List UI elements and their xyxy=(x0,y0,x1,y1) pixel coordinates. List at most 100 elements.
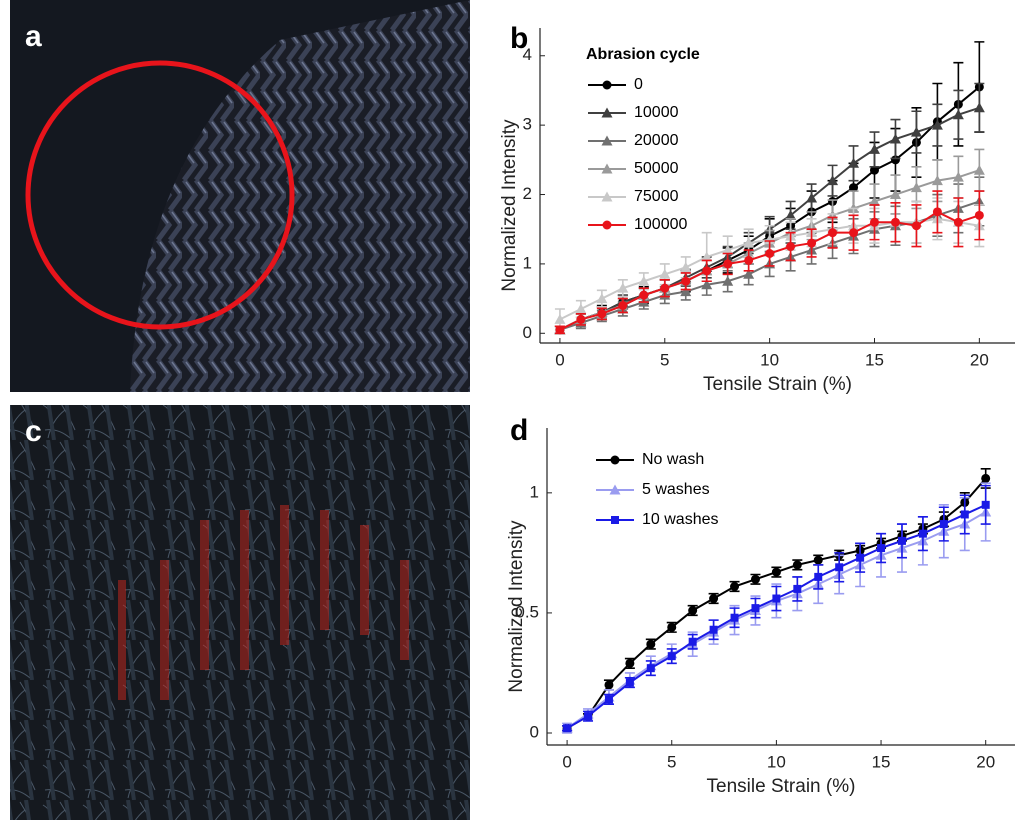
y-tick-label: 1 xyxy=(523,253,532,272)
marker xyxy=(743,268,755,279)
marker xyxy=(806,192,818,203)
x-tick-label: 5 xyxy=(667,752,676,771)
marker xyxy=(601,107,613,118)
y-tick-label: 1 xyxy=(530,482,539,501)
marker xyxy=(667,622,677,632)
marker xyxy=(869,165,879,175)
marker xyxy=(973,102,985,113)
x-tick-label: 10 xyxy=(760,350,779,369)
marker xyxy=(584,712,593,721)
marker xyxy=(828,228,838,238)
marker xyxy=(849,183,859,193)
legend-label: 0 xyxy=(634,76,643,93)
y-tick-label: 0.5 xyxy=(515,602,539,621)
marker xyxy=(931,175,943,186)
marker xyxy=(646,639,656,649)
marker xyxy=(659,268,671,279)
marker xyxy=(932,207,942,217)
y-tick-label: 0 xyxy=(523,323,532,342)
marker xyxy=(722,275,734,286)
marker xyxy=(952,171,964,182)
x-tick-label: 15 xyxy=(872,752,891,771)
marker xyxy=(750,574,760,584)
marker xyxy=(813,555,823,565)
marker xyxy=(974,210,984,220)
marker xyxy=(618,301,628,311)
marker xyxy=(597,309,607,319)
legend-label: 50000 xyxy=(634,160,679,177)
marker xyxy=(897,536,906,545)
marker xyxy=(827,175,839,186)
marker xyxy=(877,544,886,553)
chart: d 0 5 10 15 20 0 0.5 1 Tensile Strain (%) Normaliz… xyxy=(506,414,1015,797)
marker xyxy=(730,582,740,591)
marker xyxy=(910,182,922,193)
marker xyxy=(638,275,650,286)
photo-a: a xyxy=(10,0,470,392)
x-tick-label: 15 xyxy=(865,350,884,369)
marker xyxy=(772,594,781,603)
photo-c: c xyxy=(10,405,470,820)
marker xyxy=(709,594,719,604)
marker xyxy=(602,220,612,230)
marker xyxy=(596,293,608,304)
marker xyxy=(576,314,586,324)
x-tick-label: 5 xyxy=(660,350,669,369)
marker xyxy=(807,238,817,248)
marker xyxy=(868,195,880,206)
marker xyxy=(563,724,572,733)
marker xyxy=(617,282,629,293)
marker xyxy=(792,560,802,570)
marker xyxy=(555,325,565,335)
marker xyxy=(723,259,733,269)
chart: b 0 5 10 15 20 0 1 2 3 4 Tensile Strain (%) Normaliz… xyxy=(499,22,1015,395)
marker xyxy=(625,678,634,687)
legend-label: 100000 xyxy=(634,216,687,233)
marker xyxy=(973,164,985,175)
marker xyxy=(890,217,900,227)
marker xyxy=(611,516,619,524)
marker xyxy=(918,529,927,538)
marker xyxy=(953,217,963,227)
marker xyxy=(868,143,880,154)
marker xyxy=(931,119,943,130)
marker xyxy=(601,191,613,202)
marker xyxy=(890,155,900,165)
marker xyxy=(889,189,901,200)
panel-label: c xyxy=(25,415,42,448)
x-tick-label: 20 xyxy=(976,752,995,771)
marker xyxy=(604,695,613,704)
marker xyxy=(680,286,692,297)
marker xyxy=(575,303,587,314)
marker xyxy=(981,473,991,483)
marker xyxy=(601,163,613,174)
x-axis-label: Tensile Strain (%) xyxy=(707,776,856,797)
marker xyxy=(681,276,691,286)
legend-label: 10 washes xyxy=(642,511,719,528)
x-tick-label: 10 xyxy=(767,752,786,771)
marker xyxy=(610,455,620,465)
marker xyxy=(981,500,990,509)
marker xyxy=(814,572,823,581)
y-tick-label: 0 xyxy=(530,722,539,741)
y-tick-label: 2 xyxy=(523,184,532,203)
x-tick-label: 20 xyxy=(970,350,989,369)
marker xyxy=(952,109,964,120)
marker xyxy=(701,279,713,290)
marker xyxy=(722,244,734,255)
marker xyxy=(639,290,649,300)
marker xyxy=(786,242,796,252)
marker xyxy=(680,261,692,272)
legend-title: Abrasion cycle xyxy=(586,46,700,63)
marker xyxy=(688,606,698,616)
marker xyxy=(625,658,635,668)
marker xyxy=(744,255,754,265)
marker xyxy=(960,510,969,519)
marker xyxy=(554,313,566,324)
marker xyxy=(849,228,859,238)
marker xyxy=(702,266,712,276)
marker xyxy=(856,553,865,562)
marker xyxy=(709,625,718,634)
marker xyxy=(793,584,802,593)
marker xyxy=(911,221,921,231)
